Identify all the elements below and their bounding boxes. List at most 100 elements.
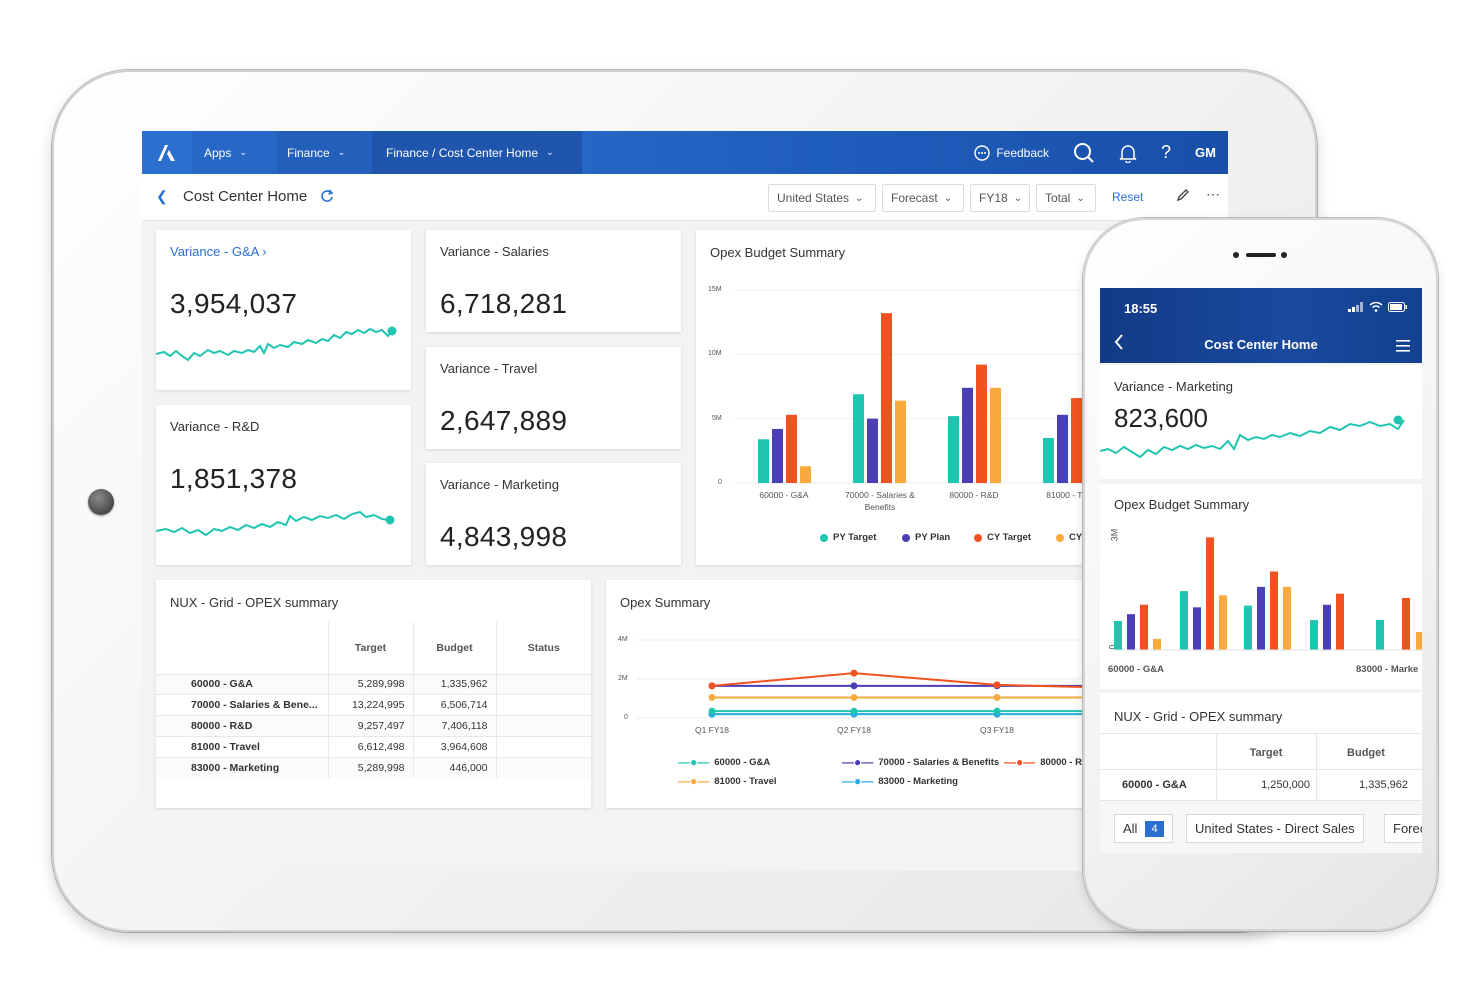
kpi-card-ga[interactable]: Variance - G&A › 3,954,037 xyxy=(156,230,411,390)
filter-year[interactable]: FY18 ⌄ xyxy=(970,184,1030,212)
refresh-icon[interactable] xyxy=(320,189,334,208)
notifications-button[interactable] xyxy=(1107,131,1149,174)
legend-line-travel[interactable]: —●— 81000 - Travel xyxy=(678,774,777,788)
grid-header-budget[interactable]: Budget xyxy=(412,622,496,674)
point-3-0[interactable] xyxy=(708,694,716,702)
kpi-card-marketing[interactable]: Variance - Marketing 4,843,998 xyxy=(426,463,681,565)
bar-2-3[interactable] xyxy=(1071,398,1082,483)
point-1-1[interactable] xyxy=(850,682,858,690)
point-0-0[interactable] xyxy=(708,707,716,715)
phone-bar-0-1[interactable] xyxy=(1180,591,1188,650)
kpi-card-rd[interactable]: Variance - R&D 1,851,378 xyxy=(156,405,411,565)
bar-3-2[interactable] xyxy=(990,387,1001,483)
phone-bar-3-1[interactable] xyxy=(1219,595,1227,650)
bar-0-2[interactable] xyxy=(948,416,959,483)
filter-country[interactable]: United States ⌄ xyxy=(768,184,876,212)
phone-bar-0-0[interactable] xyxy=(1114,620,1122,650)
legend-line-salaries[interactable]: —●— 70000 - Salaries & Benefits xyxy=(842,755,1000,769)
search-button[interactable] xyxy=(1061,131,1107,174)
phone-bar-1-2[interactable] xyxy=(1257,586,1265,650)
phone-bar-extra-b[interactable] xyxy=(1402,598,1410,650)
legend-line-ga[interactable]: —●— 60000 - G&A xyxy=(678,755,771,769)
bar-3-0[interactable] xyxy=(800,466,811,483)
grid-header-target[interactable]: Target xyxy=(327,622,413,674)
phone-back-icon[interactable] xyxy=(1114,334,1124,355)
point-0-2[interactable] xyxy=(993,707,1001,715)
finance-menu[interactable]: Finance ⌄ xyxy=(277,131,372,174)
phone-bar-2-3[interactable] xyxy=(1336,593,1344,650)
table-row[interactable]: 60000 - G&A 5,289,998 1,335,962 xyxy=(156,673,591,695)
filter-total-label: Total xyxy=(1045,191,1071,205)
edit-pencil-icon[interactable] xyxy=(1176,188,1190,207)
point-0-1[interactable] xyxy=(850,707,858,715)
table-row[interactable]: 80000 - R&D 9,257,497 7,406,118 xyxy=(156,715,591,737)
phone-filter-scenario[interactable]: Forec xyxy=(1384,814,1422,843)
phone-bar-1-3[interactable] xyxy=(1323,604,1331,650)
phone-filter-country[interactable]: United States - Direct Sales xyxy=(1186,814,1364,843)
point-2-2[interactable] xyxy=(993,681,1001,689)
legend-py-target[interactable]: PY Target xyxy=(820,532,876,543)
phone-kpi-card[interactable]: Variance - Marketing 823,600 xyxy=(1100,365,1422,479)
phone-bar-2-2[interactable] xyxy=(1270,571,1278,650)
bar-2-2[interactable] xyxy=(976,364,987,483)
point-2-1[interactable] xyxy=(850,669,858,677)
phone-grid-header-budget[interactable]: Budget xyxy=(1347,747,1385,759)
point-3-2[interactable] xyxy=(993,694,1001,702)
filter-total[interactable]: Total ⌄ xyxy=(1036,184,1096,212)
phone-bar-1-1[interactable] xyxy=(1193,607,1201,650)
more-options-icon[interactable]: ⋯ xyxy=(1206,186,1221,202)
bar-1-1[interactable] xyxy=(867,418,878,483)
kpi-card-salaries[interactable]: Variance - Salaries 6,718,281 xyxy=(426,230,681,332)
phone-filter-all[interactable]: All 4 xyxy=(1114,814,1173,843)
point-3-1[interactable] xyxy=(850,694,858,702)
phone-bar-1-0[interactable] xyxy=(1127,614,1135,650)
phone-bar-2-1[interactable] xyxy=(1206,537,1214,650)
table-row[interactable]: 83000 - Marketing 5,289,998 446,000 xyxy=(156,756,591,778)
bar-2-1[interactable] xyxy=(881,313,892,483)
filter-scenario[interactable]: Forecast ⌄ xyxy=(882,184,964,212)
sparkline-ga xyxy=(156,326,397,362)
kpi-rd-value: 1,851,378 xyxy=(170,463,298,494)
bar-0-3[interactable] xyxy=(1043,437,1054,483)
bar-2-0[interactable] xyxy=(786,414,797,483)
kpi-ga-label[interactable]: Variance - G&A › xyxy=(170,244,267,259)
legend-cy[interactable]: CY xyxy=(1056,532,1082,543)
series-line-2 xyxy=(711,672,1141,690)
legend-line-rd[interactable]: —●— 80000 - R&D xyxy=(1004,755,1096,769)
bar-0-0[interactable] xyxy=(758,439,769,483)
app-logo-icon[interactable] xyxy=(142,131,192,174)
bar-0-1[interactable] xyxy=(853,394,864,483)
bar-1-2[interactable] xyxy=(962,387,973,483)
kpi-card-travel[interactable]: Variance - Travel 2,647,889 xyxy=(426,347,681,449)
phone-grid-header-target[interactable]: Target xyxy=(1249,747,1283,759)
help-button[interactable]: ? xyxy=(1149,131,1183,174)
table-row[interactable]: 70000 - Salaries & Bene... 13,224,995 6,50… xyxy=(156,694,591,716)
legend-line-marketing[interactable]: —●— 83000 - Marketing xyxy=(842,774,958,788)
phone-bar-2-0[interactable] xyxy=(1140,604,1148,650)
point-2-0[interactable] xyxy=(708,682,716,690)
x-label-benefits: Benefits xyxy=(864,502,896,512)
user-avatar[interactable]: GM xyxy=(1183,131,1228,174)
feedback-button[interactable]: Feedback xyxy=(961,131,1061,174)
phone-bar-3-2[interactable] xyxy=(1283,586,1291,650)
phone-bar-extra-c[interactable] xyxy=(1416,632,1422,650)
grid-header-status[interactable]: Status xyxy=(495,622,591,674)
legend-py-plan[interactable]: PY Plan xyxy=(902,532,950,543)
chevron-down-icon: ⌄ xyxy=(337,147,346,157)
apps-menu[interactable]: Apps ⌄ xyxy=(192,131,277,174)
search-icon xyxy=(1074,142,1094,163)
phone-bar-0-3[interactable] xyxy=(1310,620,1318,650)
bar-1-0[interactable] xyxy=(772,428,783,483)
phone-bar-0-2[interactable] xyxy=(1244,605,1252,650)
hamburger-menu-icon[interactable] xyxy=(1396,339,1410,357)
table-row[interactable]: 81000 - Travel 6,612,498 3,964,608 xyxy=(156,735,591,758)
bar-1-3[interactable] xyxy=(1057,414,1068,483)
legend-cy-target[interactable]: CY Target xyxy=(974,532,1031,543)
breadcrumb[interactable]: Finance / Cost Center Home ⌄ xyxy=(372,131,582,174)
bar-3-1[interactable] xyxy=(895,400,906,483)
phone-bar-3-0[interactable] xyxy=(1153,638,1161,650)
x-label-rd: 80000 - R&D xyxy=(949,490,999,500)
reset-button[interactable]: Reset xyxy=(1112,190,1144,204)
back-arrow-icon[interactable]: ❮ xyxy=(156,188,168,204)
phone-bar-extra-a[interactable] xyxy=(1376,620,1384,650)
